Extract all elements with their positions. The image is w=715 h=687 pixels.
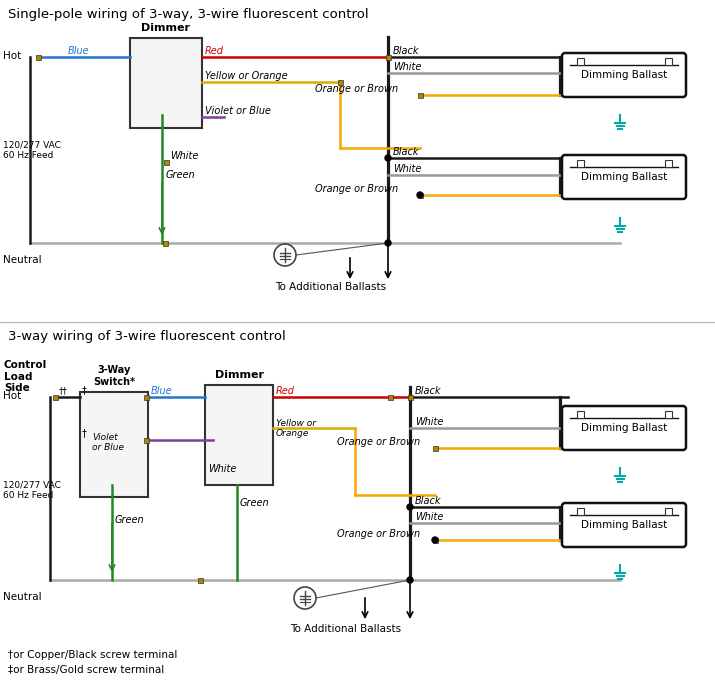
- Text: Neutral: Neutral: [3, 255, 41, 265]
- FancyBboxPatch shape: [205, 385, 273, 485]
- Circle shape: [385, 155, 391, 161]
- Text: Orange or Brown: Orange or Brown: [337, 529, 420, 539]
- Bar: [162, 240, 167, 245]
- Text: †: †: [82, 428, 87, 438]
- Bar: [52, 394, 57, 400]
- Text: Dimming Ballast: Dimming Ballast: [581, 70, 667, 80]
- Text: To Additional Ballasts: To Additional Ballasts: [290, 624, 401, 634]
- Text: Orange or Brown: Orange or Brown: [337, 437, 420, 447]
- Text: Red: Red: [205, 46, 224, 56]
- Text: White: White: [170, 151, 198, 161]
- Text: Blue: Blue: [151, 386, 172, 396]
- Text: Green: Green: [166, 170, 196, 180]
- Text: Dimmer: Dimmer: [214, 370, 264, 380]
- Text: Black: Black: [415, 386, 441, 396]
- Text: Black: Black: [393, 147, 420, 157]
- Text: Dimming Ballast: Dimming Ballast: [581, 423, 667, 433]
- Text: Neutral: Neutral: [3, 592, 41, 602]
- Bar: [433, 445, 438, 451]
- Bar: [144, 438, 149, 442]
- Bar: [665, 160, 672, 167]
- Circle shape: [417, 192, 423, 198]
- Bar: [577, 58, 584, 65]
- Text: Hot: Hot: [3, 391, 21, 401]
- Bar: [665, 411, 672, 418]
- Text: Green: Green: [240, 498, 270, 508]
- Text: Red: Red: [276, 386, 295, 396]
- Text: ‡or Brass/Gold screw terminal: ‡or Brass/Gold screw terminal: [8, 665, 164, 675]
- Bar: [418, 93, 423, 98]
- Text: 3-way wiring of 3-wire fluorescent control: 3-way wiring of 3-wire fluorescent contr…: [8, 330, 286, 343]
- Text: Black: Black: [393, 46, 420, 56]
- Text: Yellow or Orange: Yellow or Orange: [205, 71, 287, 81]
- Text: Dimming Ballast: Dimming Ballast: [581, 520, 667, 530]
- Bar: [388, 394, 393, 400]
- Circle shape: [407, 577, 413, 583]
- Text: Single-pole wiring of 3-way, 3-wire fluorescent control: Single-pole wiring of 3-way, 3-wire fluo…: [8, 8, 369, 21]
- Bar: [408, 394, 413, 400]
- Text: 120/277 VAC
60 Hz Feed: 120/277 VAC 60 Hz Feed: [3, 140, 61, 159]
- Bar: [577, 160, 584, 167]
- Text: White: White: [415, 417, 443, 427]
- Bar: [385, 54, 390, 60]
- Circle shape: [385, 240, 391, 246]
- Text: Hot: Hot: [3, 51, 21, 61]
- Text: Control
Load
Side: Control Load Side: [4, 360, 47, 393]
- FancyBboxPatch shape: [562, 155, 686, 199]
- Text: Green: Green: [115, 515, 144, 525]
- FancyBboxPatch shape: [80, 392, 148, 497]
- Text: †: †: [82, 385, 87, 395]
- Text: Black: Black: [415, 496, 441, 506]
- Text: Orange or Brown: Orange or Brown: [315, 184, 398, 194]
- Text: Violet or Blue: Violet or Blue: [205, 106, 271, 116]
- Bar: [337, 80, 342, 85]
- FancyBboxPatch shape: [562, 406, 686, 450]
- Text: Blue: Blue: [68, 46, 89, 56]
- Circle shape: [432, 537, 438, 543]
- Text: ††: ††: [59, 386, 68, 395]
- Bar: [164, 159, 169, 164]
- FancyBboxPatch shape: [130, 38, 202, 128]
- Bar: [665, 508, 672, 515]
- Bar: [577, 508, 584, 515]
- Text: Orange or Brown: Orange or Brown: [315, 84, 398, 94]
- Text: 120/277 VAC
60 Hz Feed: 120/277 VAC 60 Hz Feed: [3, 480, 61, 499]
- Text: White: White: [393, 62, 421, 72]
- Text: 3-Way
Switch*: 3-Way Switch*: [93, 365, 135, 387]
- Text: Violet
or Blue: Violet or Blue: [92, 433, 124, 452]
- Text: Dimming Ballast: Dimming Ballast: [581, 172, 667, 182]
- FancyBboxPatch shape: [562, 503, 686, 547]
- Bar: [433, 537, 438, 543]
- Bar: [144, 394, 149, 400]
- Bar: [577, 411, 584, 418]
- Bar: [36, 54, 41, 60]
- Text: To Additional Ballasts: To Additional Ballasts: [275, 282, 386, 292]
- Text: White: White: [393, 164, 421, 174]
- Bar: [197, 578, 202, 583]
- Circle shape: [407, 504, 413, 510]
- Text: White: White: [415, 512, 443, 522]
- Text: White: White: [208, 464, 237, 474]
- Text: Dimmer: Dimmer: [142, 23, 190, 33]
- Text: †or Copper/Black screw terminal: †or Copper/Black screw terminal: [8, 650, 177, 660]
- Text: Yellow or
Orange: Yellow or Orange: [276, 418, 316, 438]
- FancyBboxPatch shape: [562, 53, 686, 97]
- Bar: [418, 192, 423, 197]
- Bar: [665, 58, 672, 65]
